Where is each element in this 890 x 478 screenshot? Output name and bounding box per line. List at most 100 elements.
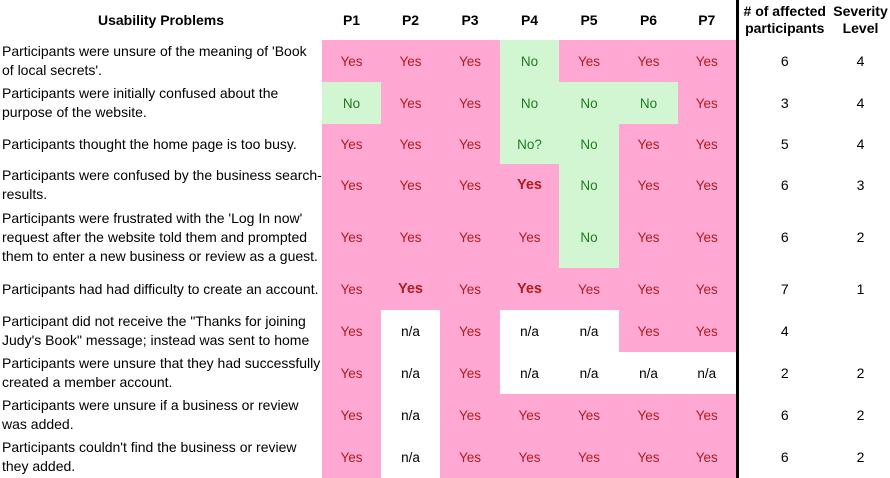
participant-p5-cell: Yes bbox=[559, 40, 619, 82]
header-affected: # of affected participants bbox=[735, 0, 831, 40]
participant-p1-cell: Yes bbox=[322, 40, 381, 82]
table-row: Participants were initially confused abo… bbox=[0, 82, 890, 124]
table-row: Participants thought the home page is to… bbox=[0, 124, 890, 164]
participant-p3-cell: Yes bbox=[440, 268, 500, 310]
participant-p1-cell: Yes bbox=[322, 164, 381, 206]
affected-count: 7 bbox=[735, 268, 831, 310]
affected-count: 6 bbox=[735, 40, 831, 82]
participant-p3-cell: Yes bbox=[440, 310, 500, 352]
affected-count: 6 bbox=[735, 394, 831, 436]
affected-count: 2 bbox=[735, 352, 831, 394]
participant-p2-cell: n/a bbox=[381, 310, 440, 352]
participant-p3-cell: Yes bbox=[440, 206, 500, 268]
participant-p1-cell: Yes bbox=[322, 310, 381, 352]
problem-text: Participant did not receive the "Thanks … bbox=[2, 313, 310, 348]
participant-p6-cell: Yes bbox=[619, 164, 678, 206]
participant-p5-cell: n/a bbox=[559, 352, 619, 394]
table-row: Participants were unsure of the meaning … bbox=[0, 40, 890, 82]
header-severity: Severity Level bbox=[833, 3, 888, 36]
participant-p7-cell: Yes bbox=[678, 268, 737, 310]
header-problems: Usability Problems bbox=[97, 11, 225, 28]
participant-p6-cell: Yes bbox=[619, 124, 678, 164]
affected-count: 5 bbox=[735, 124, 831, 164]
participant-p4-cell: Yes bbox=[500, 164, 559, 206]
affected-count: 6 bbox=[735, 436, 831, 478]
header-p2: P2 bbox=[401, 11, 420, 28]
participant-p4-cell: Yes bbox=[500, 436, 559, 478]
participant-p1-cell: Yes bbox=[322, 394, 381, 436]
participant-p3-cell: Yes bbox=[440, 124, 500, 164]
participant-p2-cell: Yes bbox=[381, 164, 440, 206]
participant-p4-cell: No bbox=[500, 82, 559, 124]
participant-p1-cell: Yes bbox=[322, 206, 381, 268]
severity-level: 2 bbox=[856, 407, 865, 423]
table-row: Participants couldn't find the business … bbox=[0, 436, 890, 478]
participant-p6-cell: Yes bbox=[619, 310, 678, 352]
problem-text: Participants were unsure if a business o… bbox=[2, 397, 299, 432]
participant-p5-cell: No bbox=[559, 164, 619, 206]
problem-text: Participants were confused by the busine… bbox=[2, 167, 322, 202]
participant-p4-cell: No? bbox=[500, 124, 559, 164]
affected-count: 4 bbox=[735, 310, 831, 352]
table-row: Participants were unsure that they had s… bbox=[0, 352, 890, 394]
problem-text: Participants thought the home page is to… bbox=[2, 135, 297, 152]
severity-level: 2 bbox=[856, 365, 865, 381]
participant-p5-cell: No bbox=[559, 82, 619, 124]
participant-p2-cell: Yes bbox=[381, 40, 440, 82]
participant-p5-cell: Yes bbox=[559, 436, 619, 478]
participant-p2-cell: Yes bbox=[381, 268, 440, 310]
participant-p6-cell: n/a bbox=[619, 352, 678, 394]
participant-p5-cell: No bbox=[559, 124, 619, 164]
participant-p7-cell: Yes bbox=[678, 394, 737, 436]
participant-p1-cell: Yes bbox=[322, 436, 381, 478]
participant-p6-cell: Yes bbox=[619, 436, 678, 478]
problem-text: Participants were unsure of the meaning … bbox=[2, 43, 307, 78]
participant-p1-cell: Yes bbox=[322, 124, 381, 164]
severity-level bbox=[831, 310, 890, 352]
participant-p2-cell: n/a bbox=[381, 352, 440, 394]
participant-p5-cell: Yes bbox=[559, 394, 619, 436]
participant-p3-cell: Yes bbox=[440, 164, 500, 206]
header-p4: P4 bbox=[520, 11, 539, 28]
participant-p1-cell: No bbox=[322, 82, 381, 124]
severity-level: 3 bbox=[856, 177, 865, 193]
participant-p3-cell: Yes bbox=[440, 352, 500, 394]
problem-text: Participants had had difficulty to creat… bbox=[2, 280, 319, 297]
participant-p7-cell: Yes bbox=[678, 164, 737, 206]
participant-p3-cell: Yes bbox=[440, 436, 500, 478]
participant-p4-cell: Yes bbox=[500, 206, 559, 268]
participant-p1-cell: Yes bbox=[322, 268, 381, 310]
severity-level: 2 bbox=[856, 449, 865, 465]
table-row: Participants were unsure if a business o… bbox=[0, 394, 890, 436]
header-row: Usability Problems P1 P2 P3 P4 P5 P6 P7 … bbox=[0, 0, 890, 40]
participant-p3-cell: Yes bbox=[440, 82, 500, 124]
participant-p4-cell: Yes bbox=[500, 268, 559, 310]
severity-level: 4 bbox=[856, 95, 865, 111]
participant-p7-cell: Yes bbox=[678, 124, 737, 164]
table-row: Participant did not receive the "Thanks … bbox=[0, 310, 890, 352]
participant-p7-cell: Yes bbox=[678, 436, 737, 478]
severity-level: 4 bbox=[856, 53, 865, 69]
participant-p7-cell: Yes bbox=[678, 310, 737, 352]
participant-p7-cell: n/a bbox=[678, 352, 737, 394]
severity-level: 1 bbox=[856, 281, 865, 297]
header-p1: P1 bbox=[342, 11, 361, 28]
header-p3: P3 bbox=[461, 11, 479, 28]
severity-level: 2 bbox=[856, 229, 865, 245]
participant-p4-cell: n/a bbox=[500, 352, 559, 394]
problem-text: Participants were initially confused abo… bbox=[2, 85, 279, 120]
participant-p7-cell: Yes bbox=[678, 40, 737, 82]
participant-p7-cell: Yes bbox=[678, 206, 737, 268]
participant-p6-cell: Yes bbox=[619, 268, 678, 310]
participant-p2-cell: n/a bbox=[381, 394, 440, 436]
problem-text: Participants couldn't find the business … bbox=[2, 439, 297, 474]
problem-text: Participants were frustrated with the 'L… bbox=[2, 209, 318, 264]
participant-p5-cell: Yes bbox=[559, 268, 619, 310]
participant-p6-cell: Yes bbox=[619, 40, 678, 82]
affected-count: 6 bbox=[735, 206, 831, 268]
participant-p2-cell: Yes bbox=[381, 124, 440, 164]
participant-p5-cell: n/a bbox=[559, 310, 619, 352]
participant-p4-cell: n/a bbox=[500, 310, 559, 352]
participant-p2-cell: n/a bbox=[381, 436, 440, 478]
